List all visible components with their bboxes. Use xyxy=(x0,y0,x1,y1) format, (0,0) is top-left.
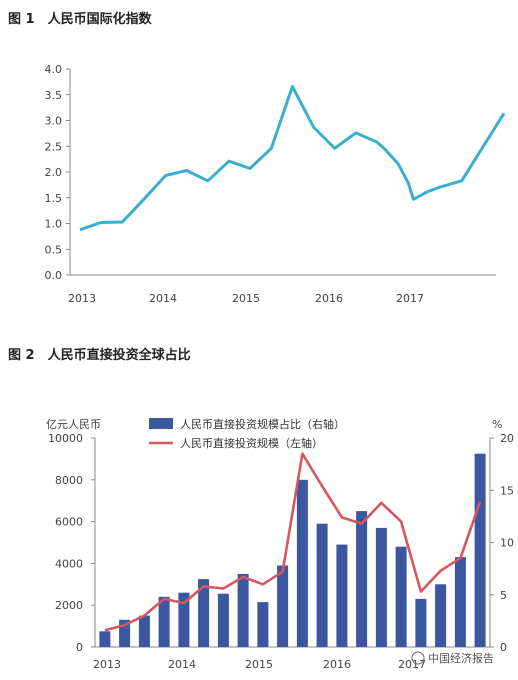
bar xyxy=(454,557,466,647)
figure1-title: 图 1 人民币国际化指数 xyxy=(8,12,152,27)
legend-bar-swatch xyxy=(149,418,173,429)
right-tick-label: 15 xyxy=(500,484,514,497)
bar xyxy=(217,593,229,647)
figure1-line-chart: 0.0 0.5 1.0 1.5 2.0 2.5 3.0 3.5 4.0 2013 2014 2015 2… xyxy=(45,63,506,305)
right-tick-label: 0 xyxy=(500,641,507,654)
y-tick-label: 0.0 xyxy=(45,269,63,282)
bar xyxy=(316,523,328,647)
watermark-text: 中国经济报告 xyxy=(428,651,494,665)
wechat-icon xyxy=(411,651,425,665)
bar xyxy=(296,479,308,647)
right-tick-label: 10 xyxy=(500,537,514,550)
left-axis-unit: 亿元人民币 xyxy=(46,418,101,431)
bar xyxy=(257,602,269,647)
bar xyxy=(99,631,111,647)
x-tick-label: 2016 xyxy=(323,658,351,671)
x-tick-label: 2016 xyxy=(315,292,343,305)
left-tick-label: 2000 xyxy=(55,599,83,612)
bar xyxy=(138,615,150,647)
left-tick-label: 10000 xyxy=(48,432,83,445)
bar xyxy=(395,546,407,647)
x-tick-label: 2013 xyxy=(93,658,121,671)
bar xyxy=(336,544,348,647)
y-tick-label: 1.5 xyxy=(45,192,63,205)
bar xyxy=(474,453,486,647)
right-tick-label: 5 xyxy=(500,589,507,602)
bar xyxy=(356,511,368,647)
left-tick-label: 8000 xyxy=(55,474,83,487)
y-tick-label: 0.5 xyxy=(45,243,63,256)
x-tick-label: 2014 xyxy=(149,292,177,305)
right-tick-label: 20 xyxy=(500,432,514,445)
bar xyxy=(277,565,289,647)
figure2-title: 图 2 人民币直接投资全球占比 xyxy=(8,348,191,363)
bar xyxy=(237,573,249,647)
x-tick-label: 2015 xyxy=(232,292,260,305)
right-axis-unit: % xyxy=(492,418,502,431)
bar xyxy=(178,592,190,647)
x-tick-label: 2014 xyxy=(168,658,196,671)
y-tick-label: 1.0 xyxy=(45,218,63,231)
y-tick-label: 3.5 xyxy=(45,89,63,102)
y-tick-label: 2.5 xyxy=(45,140,63,153)
y-tick-label: 3.0 xyxy=(45,115,63,128)
y-tick-label: 2.0 xyxy=(45,166,63,179)
bar xyxy=(415,598,427,647)
legend-bar-label: 人民币直接投资规模占比（右轴） xyxy=(180,417,345,431)
left-tick-label: 6000 xyxy=(55,516,83,529)
x-tick-label: 2017 xyxy=(396,292,424,305)
x-tick-label: 2015 xyxy=(245,658,273,671)
bar xyxy=(158,596,170,647)
legend-line-label: 人民币直接投资规模（左轴） xyxy=(180,436,323,450)
left-tick-label: 0 xyxy=(76,641,83,654)
left-tick-label: 4000 xyxy=(55,557,83,570)
bar xyxy=(375,527,387,647)
x-tick-label: 2017 xyxy=(398,658,426,671)
bar xyxy=(119,619,131,647)
y-tick-label: 4.0 xyxy=(45,63,63,76)
x-tick-label: 2013 xyxy=(68,292,96,305)
bar xyxy=(198,579,210,647)
bar xyxy=(435,584,447,647)
line-series xyxy=(104,452,482,632)
